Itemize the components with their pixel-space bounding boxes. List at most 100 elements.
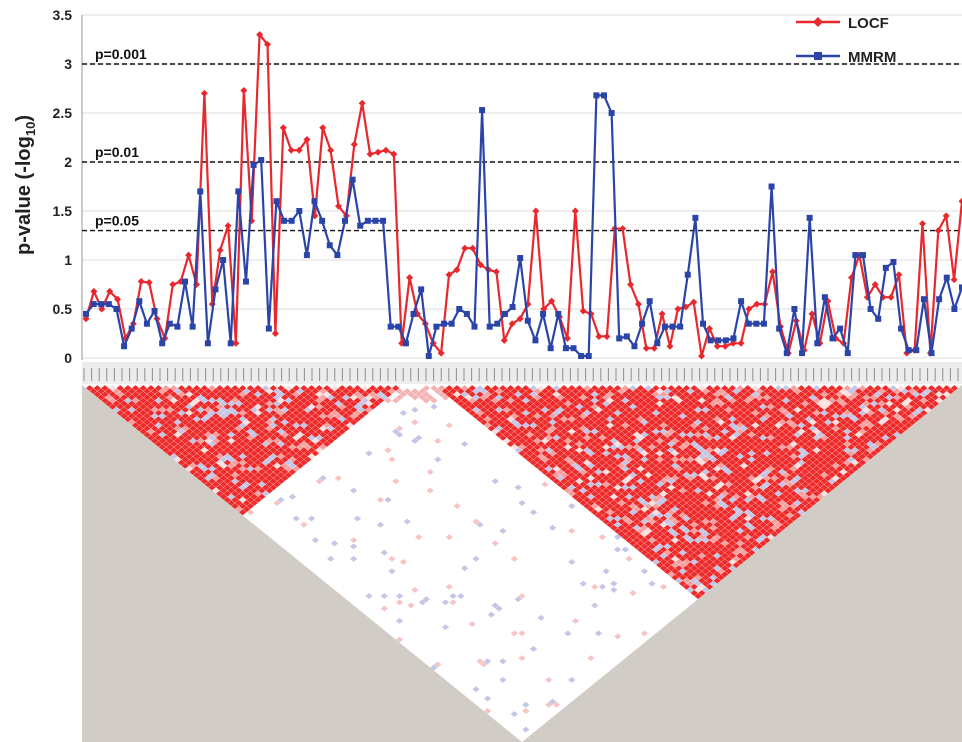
data-point bbox=[364, 217, 371, 224]
ld-cell bbox=[154, 434, 163, 441]
ld-cell bbox=[920, 391, 928, 398]
ld-cell bbox=[736, 527, 744, 534]
ld-cell bbox=[602, 413, 610, 419]
data-point bbox=[235, 188, 242, 195]
ld-cell bbox=[365, 406, 373, 413]
ld-cell bbox=[277, 385, 285, 392]
ld-cell bbox=[698, 484, 706, 491]
ld-cell bbox=[644, 484, 652, 491]
ld-cell bbox=[545, 385, 553, 392]
ld-cell bbox=[721, 484, 729, 491]
ld-cell bbox=[135, 425, 144, 432]
data-point bbox=[669, 323, 676, 330]
ld-cell bbox=[656, 431, 664, 438]
ld-cell bbox=[682, 552, 691, 559]
ld-cell bbox=[736, 434, 744, 441]
ld-cell bbox=[663, 431, 672, 438]
ld-cell bbox=[460, 397, 469, 404]
ld-cell bbox=[610, 475, 618, 482]
ld-cell bbox=[610, 468, 618, 475]
ld-cell bbox=[395, 593, 404, 600]
ld-cell bbox=[744, 409, 752, 416]
ld-cell bbox=[744, 453, 752, 460]
ld-cell bbox=[713, 509, 721, 516]
ld-cell bbox=[656, 549, 664, 556]
ld-cell bbox=[594, 400, 603, 407]
ld-cell bbox=[242, 388, 251, 395]
ld-cell bbox=[483, 416, 492, 423]
ld-cell bbox=[682, 453, 691, 460]
ld-cell bbox=[614, 527, 622, 534]
ld-cell bbox=[690, 571, 698, 578]
ld-cell bbox=[740, 413, 748, 419]
ld-cell bbox=[196, 388, 205, 395]
ld-cell bbox=[675, 441, 683, 447]
ld-cell bbox=[300, 397, 308, 404]
ld-cell bbox=[568, 422, 576, 429]
ld-cell bbox=[698, 590, 706, 596]
ld-cell bbox=[801, 437, 809, 444]
ld-cell bbox=[728, 496, 737, 503]
ld-cell bbox=[927, 397, 936, 404]
ld-cell bbox=[694, 413, 702, 419]
ld-cell bbox=[652, 490, 660, 497]
ld-cell bbox=[778, 462, 786, 469]
ld-cell bbox=[747, 388, 756, 395]
ld-cell bbox=[640, 425, 649, 432]
ld-cell bbox=[694, 574, 702, 581]
ld-cell bbox=[522, 434, 530, 441]
ld-cell bbox=[897, 403, 905, 410]
ld-cell bbox=[610, 400, 618, 407]
ld-cell bbox=[158, 400, 166, 407]
ld-cell bbox=[614, 478, 622, 485]
ld-cell bbox=[128, 388, 136, 395]
ld-cell bbox=[258, 468, 266, 475]
ld-cell bbox=[713, 403, 721, 410]
ld-cell bbox=[659, 509, 668, 516]
ld-cell bbox=[254, 441, 262, 447]
ld-cell bbox=[675, 558, 683, 565]
ld-cell bbox=[372, 388, 381, 395]
ld-cell bbox=[633, 500, 641, 506]
ld-cell bbox=[250, 388, 258, 395]
ld-cell bbox=[556, 413, 564, 419]
ld-cell bbox=[216, 459, 224, 466]
ld-cell bbox=[212, 468, 220, 475]
ld-cell bbox=[158, 388, 166, 395]
ld-cell bbox=[736, 397, 744, 404]
ld-cell bbox=[713, 391, 721, 398]
ld-cell bbox=[231, 391, 239, 398]
ld-cell bbox=[671, 574, 679, 581]
ld-cell bbox=[196, 431, 205, 438]
ld-cell bbox=[889, 385, 897, 392]
ld-cell bbox=[732, 531, 740, 537]
ld-cell bbox=[793, 406, 802, 413]
ld-cell bbox=[185, 459, 193, 466]
ld-cell bbox=[434, 437, 442, 444]
ld-cell bbox=[583, 453, 591, 460]
ld-cell bbox=[135, 419, 144, 426]
ld-cell bbox=[571, 456, 580, 463]
ld-cell bbox=[767, 472, 775, 478]
ld-cell bbox=[686, 500, 694, 506]
ld-cell bbox=[893, 400, 901, 407]
ld-cell bbox=[713, 409, 721, 416]
ld-cell bbox=[323, 416, 331, 423]
ld-cell bbox=[694, 586, 702, 593]
ld-cell bbox=[361, 391, 369, 398]
ld-cell bbox=[564, 481, 572, 488]
ld-cell bbox=[767, 416, 775, 423]
ld-cell bbox=[361, 397, 369, 404]
ld-cell bbox=[652, 521, 660, 528]
ld-cell bbox=[659, 416, 668, 423]
ld-cell bbox=[751, 459, 760, 466]
ld-cell bbox=[575, 484, 584, 491]
ld-cell bbox=[694, 555, 702, 562]
ld-cell bbox=[587, 500, 595, 506]
ld-cell bbox=[223, 385, 232, 392]
ld-cell bbox=[679, 500, 687, 506]
ld-cell bbox=[120, 388, 128, 395]
ld-cell bbox=[296, 388, 304, 395]
ld-cell bbox=[659, 465, 668, 472]
ld-cell bbox=[193, 416, 201, 423]
